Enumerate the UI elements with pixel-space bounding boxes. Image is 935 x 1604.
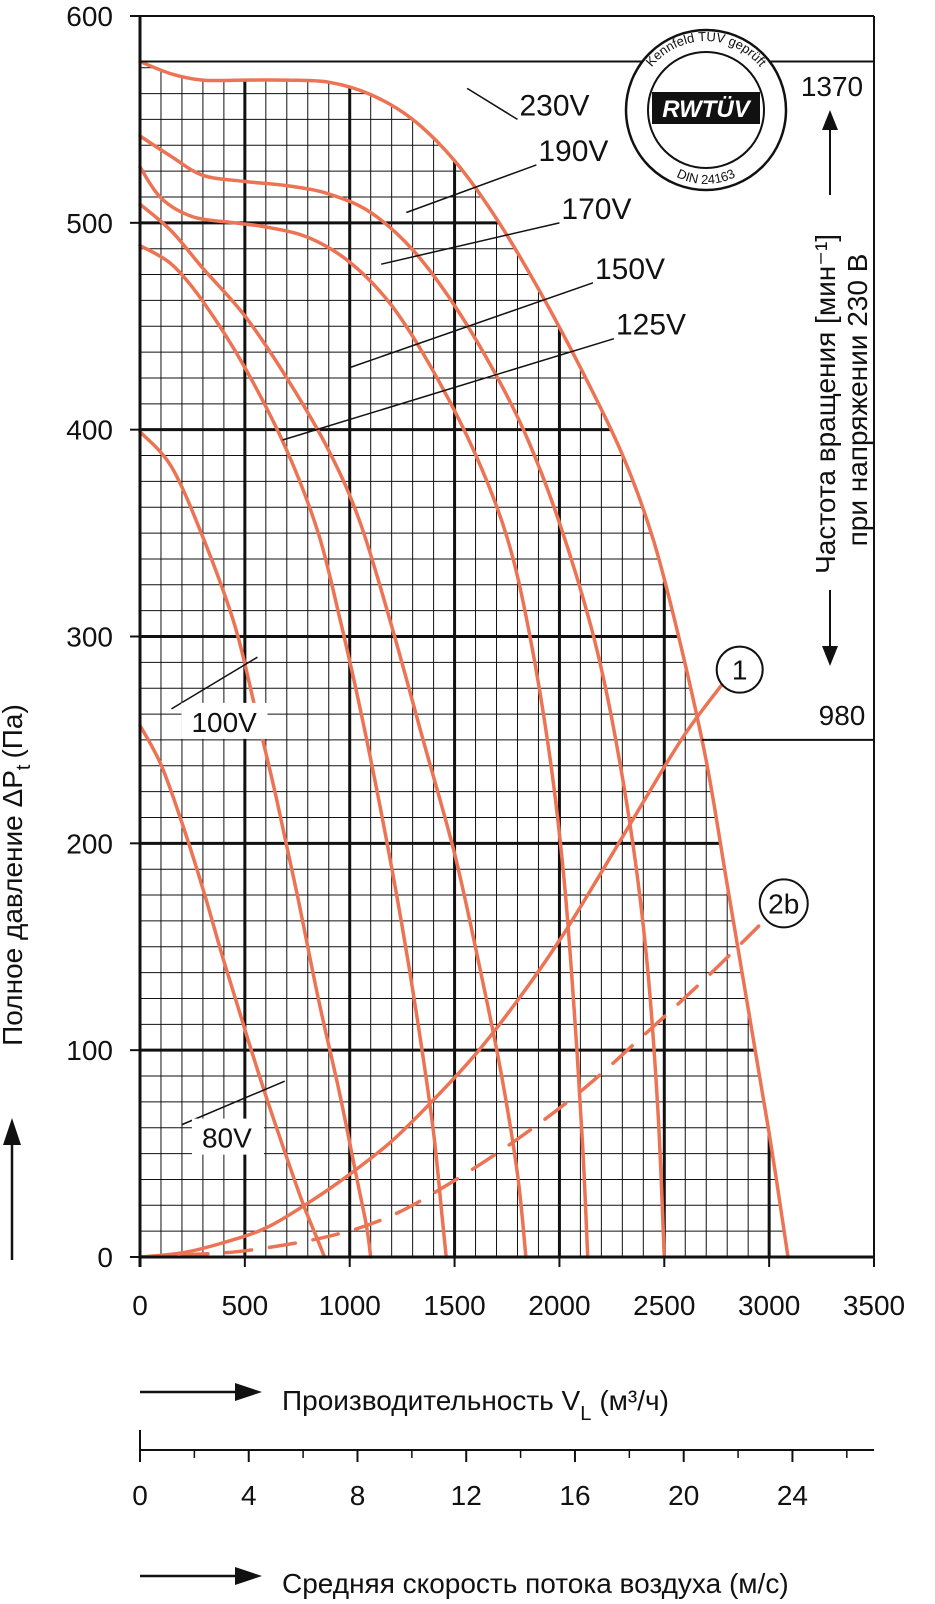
leader-line <box>349 282 594 369</box>
voltage-label: 230V <box>519 89 589 122</box>
x-arrow-head <box>235 1383 262 1401</box>
badge-logo: RWTÜV <box>662 96 752 123</box>
y-tick-label: 200 <box>66 828 113 859</box>
curve-marker-label: 1 <box>732 655 748 686</box>
curves-layer <box>138 59 790 1259</box>
velocity-tick-label: 16 <box>559 1480 590 1511</box>
x-tick-label: 2500 <box>633 1290 695 1321</box>
velocity-tick-label: 12 <box>451 1480 482 1511</box>
x-tick-label: 1500 <box>423 1290 485 1321</box>
voltage-label: 100V <box>191 707 257 738</box>
curve-2b <box>180 924 761 1257</box>
velocity-arrow-head <box>235 1567 262 1585</box>
leader-line <box>466 87 518 121</box>
curve-190v <box>138 134 667 1259</box>
tuv-badge: Kennfeld TÜV geprüft DIN 24163 RWTÜV <box>624 28 788 192</box>
velocity-tick-label: 4 <box>241 1480 257 1511</box>
leader-line <box>406 164 537 214</box>
y-arrow-head <box>3 1118 21 1145</box>
x-tick-label: 3000 <box>738 1290 800 1321</box>
curve-125v <box>138 243 448 1259</box>
y-tick-label: 600 <box>66 1 113 32</box>
velocity-tick-label: 8 <box>350 1480 366 1511</box>
curve-marker-circle <box>715 645 764 694</box>
leader-line <box>181 1080 285 1126</box>
y-axis-title: Полное давление ΔPt(Па) <box>0 704 35 1046</box>
curve-marker-circle <box>758 878 809 929</box>
curve-230v <box>138 59 790 1259</box>
x-tick-label: 1000 <box>319 1290 381 1321</box>
rpm-arrow-up-head <box>822 110 838 130</box>
voltage-label: 80V <box>202 1123 252 1154</box>
x-tick-label: 3500 <box>843 1290 905 1321</box>
y-tick-label: 400 <box>66 415 113 446</box>
curve-1 <box>138 676 729 1259</box>
rpm-min-value: 980 <box>819 700 866 731</box>
major-grid <box>140 80 771 1257</box>
rpm-max-value: 1370 <box>801 71 863 102</box>
labels-layer: Полное давление ΔPt(Па) Производительнос… <box>0 71 873 1599</box>
leader-line <box>381 222 560 265</box>
voltage-label: 170V <box>561 193 631 226</box>
rpm-arrow-down-head <box>822 646 838 666</box>
label-backdrop <box>181 702 268 739</box>
velocity-tick-label: 0 <box>132 1480 148 1511</box>
voltage-label: 125V <box>616 309 686 342</box>
velocity-tick-label: 24 <box>777 1480 808 1511</box>
curve-marker-label: 2b <box>768 888 799 919</box>
leader-line <box>282 337 615 441</box>
y-tick-label: 0 <box>97 1242 113 1273</box>
x-tick-label: 0 <box>132 1290 148 1321</box>
y-tick-label: 500 <box>66 208 113 239</box>
x-tick-label: 2000 <box>528 1290 590 1321</box>
rpm-axis-title: Частота вращения [мин⁻¹] при напряжении … <box>810 226 873 574</box>
voltage-label: 150V <box>595 253 665 286</box>
y-tick-label: 300 <box>66 622 113 653</box>
badge-bottom-text: DIN 24163 <box>675 166 737 187</box>
axes-layer: 0 500 1000 1500 2000 2500 3000 3500010020030040… <box>3 1 905 1585</box>
x-tick-label: 500 <box>221 1290 268 1321</box>
voltage-label: 190V <box>538 135 608 168</box>
curve-170v <box>138 165 590 1259</box>
x-axis-title: Производительность VL (м³/ч) <box>282 1385 669 1425</box>
leader-line <box>171 656 258 710</box>
curve-80v <box>138 723 327 1259</box>
y-tick-label: 100 <box>66 1035 113 1066</box>
velocity-tick-label: 20 <box>668 1480 699 1511</box>
curve-100v <box>138 429 373 1259</box>
label-backdrop <box>191 1118 264 1155</box>
badge-logo-box <box>652 92 760 124</box>
velocity-axis-title: Средняя скорость потока воздуха (м/с) <box>282 1568 789 1599</box>
curve-150v <box>138 202 528 1259</box>
